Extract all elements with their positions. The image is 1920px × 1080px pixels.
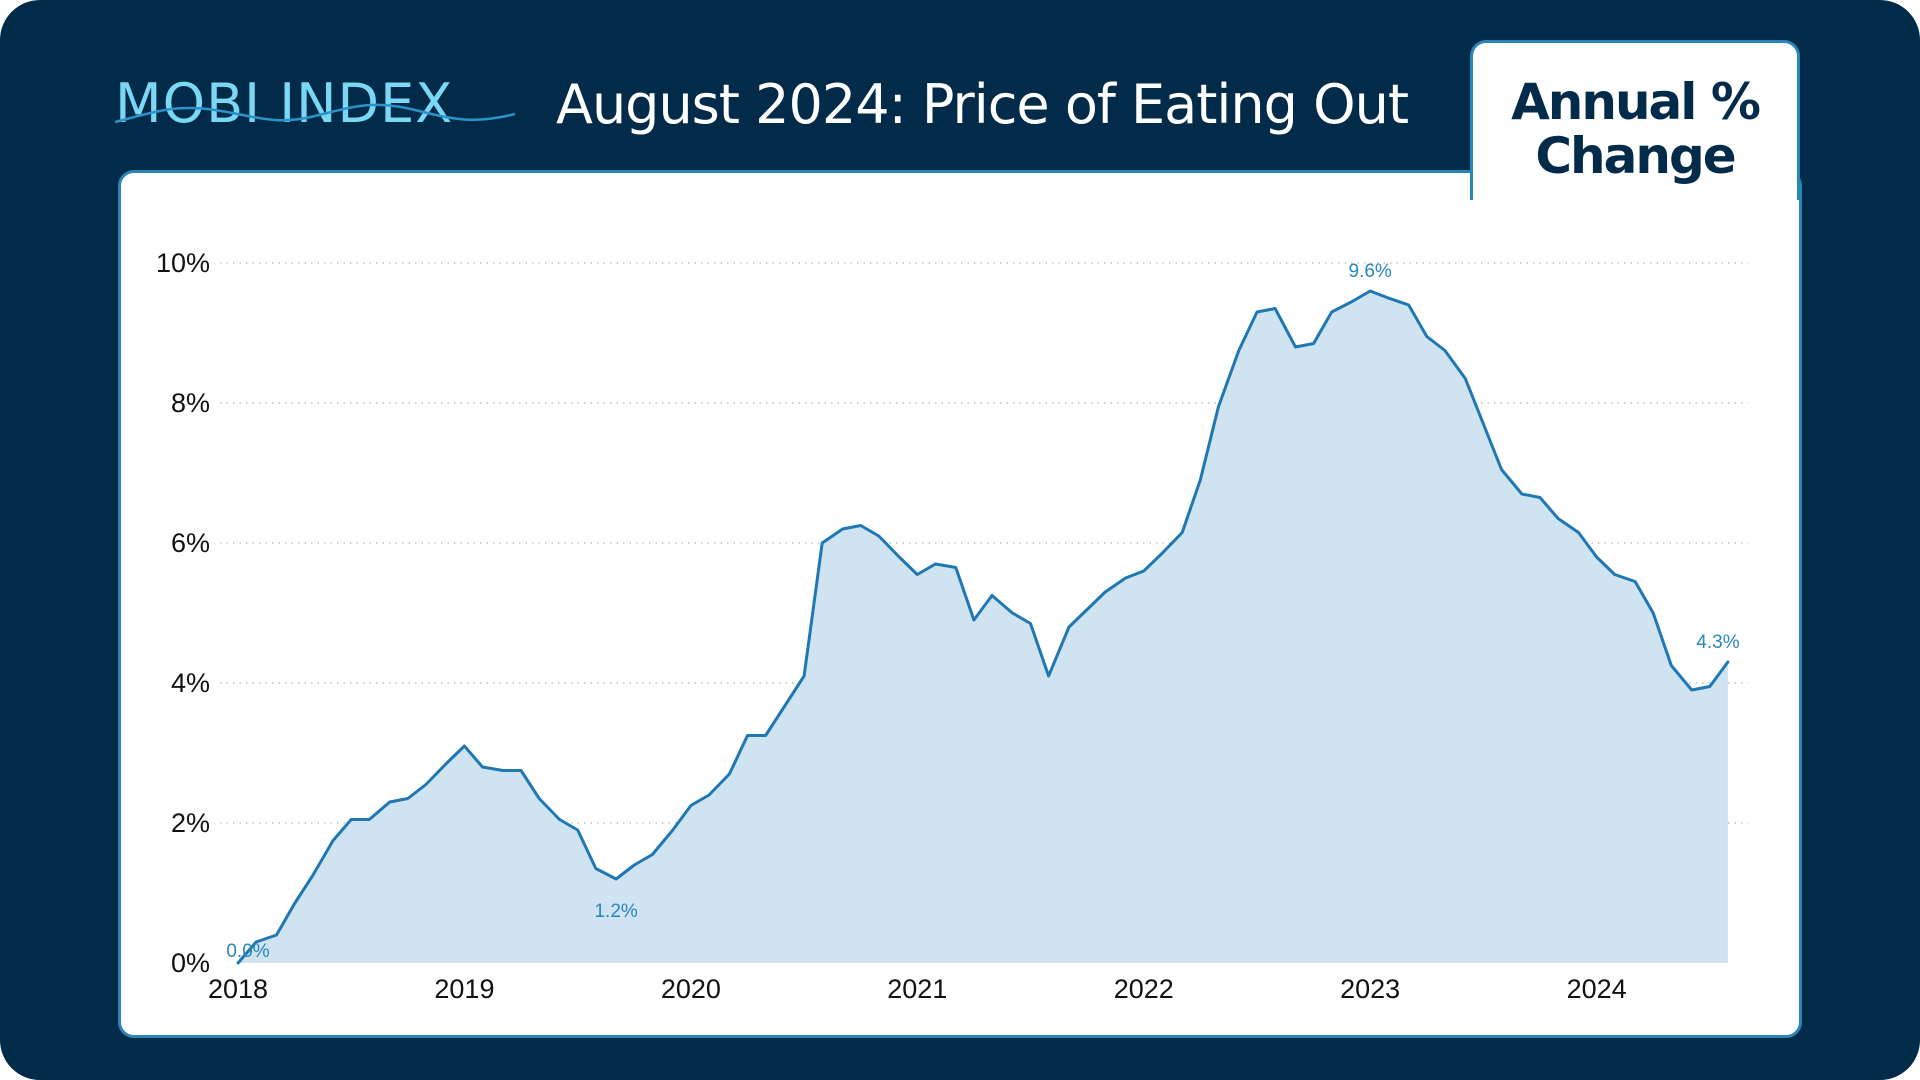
y-tick-label: 6% (171, 528, 210, 558)
y-tick-label: 8% (171, 388, 210, 418)
data-label: 4.3% (1696, 632, 1739, 653)
logo-text: MOBI INDEX (115, 72, 454, 135)
series-line (236, 289, 1730, 965)
data-label: 1.2% (594, 901, 637, 922)
annual-change-tab: Annual % Change (1470, 40, 1800, 200)
logo-wave-icon (115, 103, 515, 124)
page-title: August 2024: Price of Eating Out (556, 73, 1409, 136)
data-label: 9.6% (1349, 261, 1392, 282)
y-tick-label: 4% (171, 668, 210, 698)
x-tick-label: 2018 (208, 974, 268, 1004)
tab-label: Annual % Change (1511, 73, 1761, 185)
x-tick-label: 2021 (887, 974, 947, 1004)
y-tick-label: 0% (171, 948, 210, 978)
x-tick-label: 2023 (1340, 974, 1400, 1004)
y-tick-label: 2% (171, 808, 210, 838)
series-area (238, 291, 1728, 963)
x-tick-label: 2019 (434, 974, 494, 1004)
x-tick-label: 2024 (1567, 974, 1627, 1004)
y-tick-label: 10% (156, 248, 210, 278)
mobi-index-logo: MOBI INDEX (115, 72, 515, 136)
x-tick-label: 2020 (661, 974, 721, 1004)
x-tick-label: 2022 (1114, 974, 1174, 1004)
data-label: 0.0% (226, 941, 269, 962)
